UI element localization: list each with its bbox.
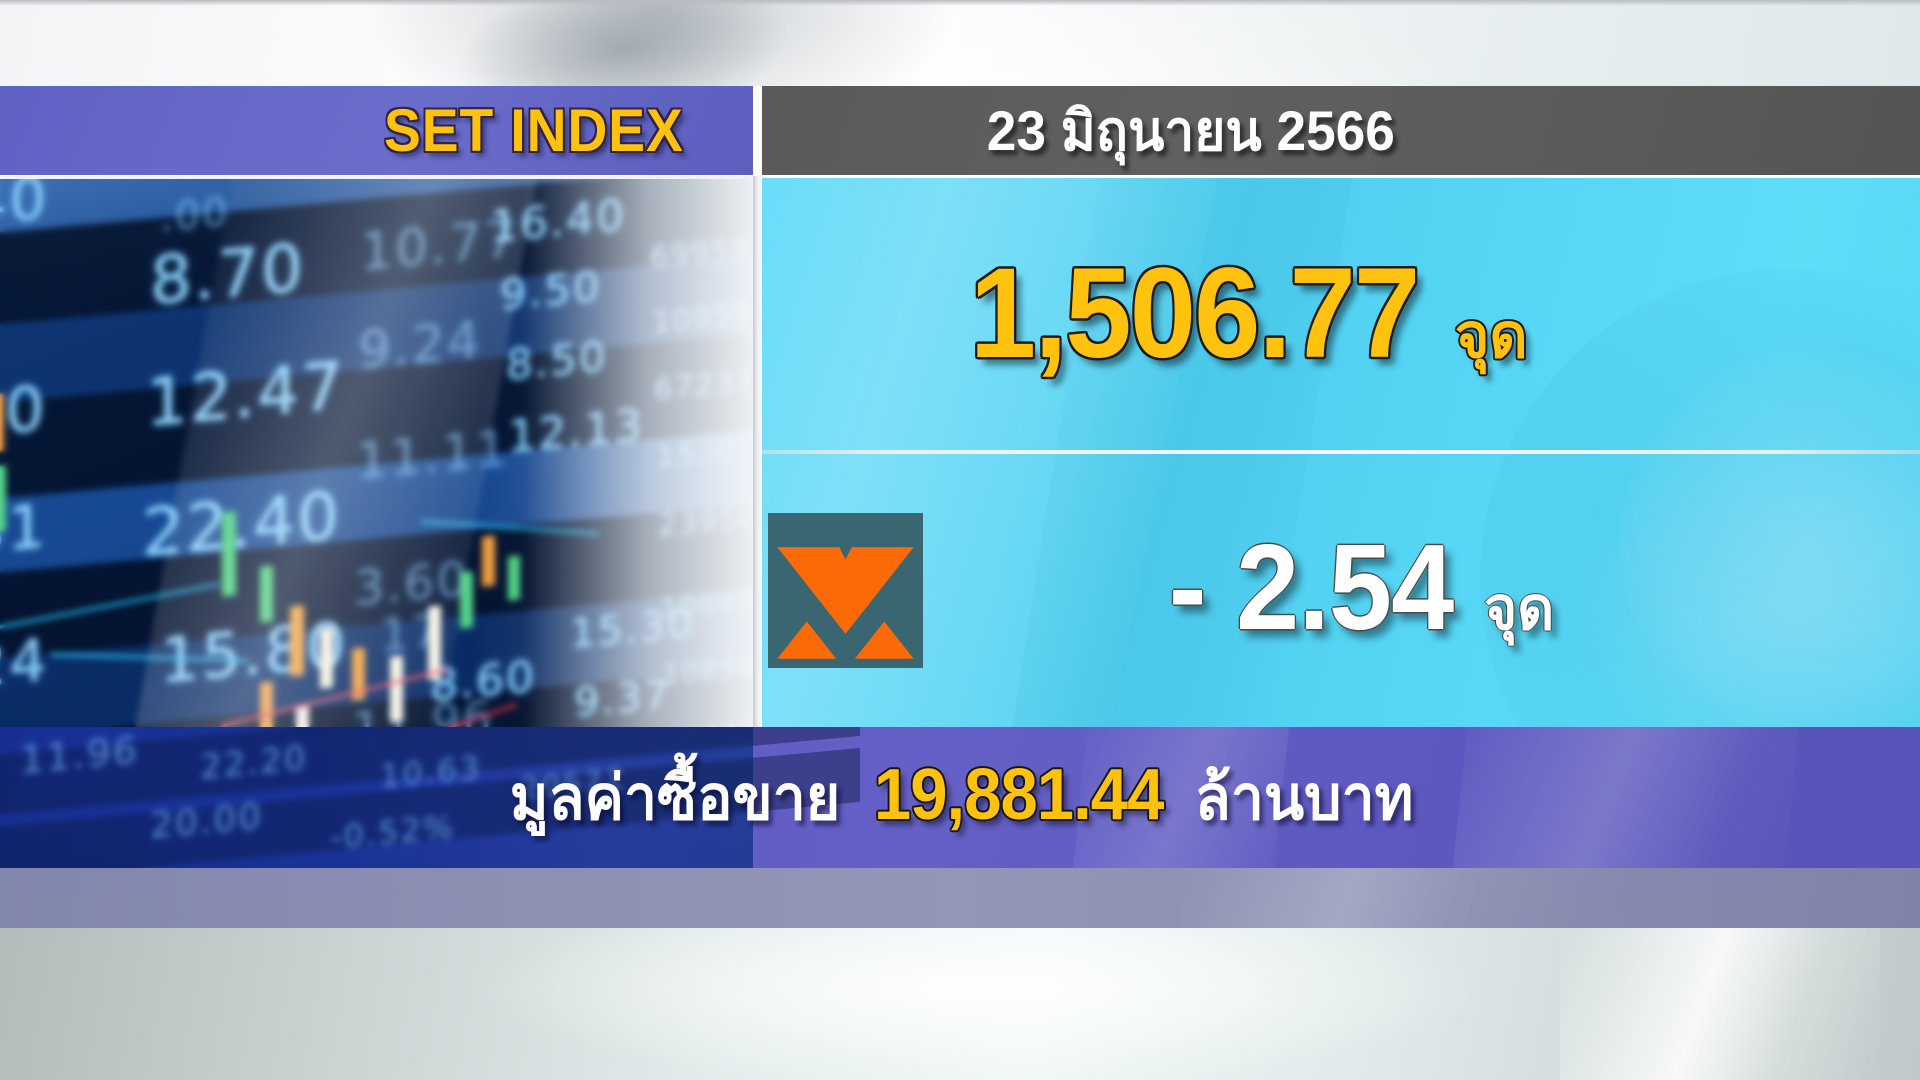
- page-title: SET INDEX: [384, 97, 684, 164]
- background-top-band: [0, 0, 1920, 136]
- index-change-row: - 2.54 จุด: [762, 454, 1920, 727]
- date-label: 23 มิถุนายน 2566: [986, 99, 1396, 162]
- turnover-label: มูลค่าซื้อขาย: [509, 763, 841, 833]
- turnover-unit: ล้านบาท: [1194, 763, 1414, 833]
- stock-board-photo: .40 .60 .81 .24 .73 .00 8.70 12.47 22.40…: [0, 176, 753, 727]
- cyan-panel-left-edge: [753, 176, 762, 727]
- cyan-panel-divider: [762, 450, 1920, 454]
- turnover-bar: 11.96 22.20 10.63 20.00 -0.52% 20573 มูล…: [0, 727, 1920, 868]
- stock-board-photo-inner: .40 .60 .81 .24 .73 .00 8.70 12.47 22.40…: [0, 176, 753, 727]
- date-header-bar: 23 มิถุนายน 2566: [762, 86, 1920, 175]
- turnover-amount: 19,881.44: [874, 754, 1164, 835]
- turnover-text-group: มูลค่าซื้อขาย 19,881.44 ล้านบาท: [501, 749, 1419, 847]
- index-value: 1,506.77: [969, 242, 1419, 385]
- background-bottom-streak: [1560, 928, 1880, 1080]
- background-mid-band-sheen: [1180, 868, 1600, 928]
- background-mid-band: [0, 868, 1920, 928]
- turnover-streak-b: [1444, 727, 1806, 868]
- index-value-row: 1,506.77 จุด: [762, 178, 1920, 450]
- arrow-down-icon: [768, 513, 923, 668]
- turnover-bleed-veil: [0, 727, 753, 868]
- index-value-unit: จุด: [1454, 302, 1528, 371]
- index-change-value: - 2.54: [1168, 518, 1454, 655]
- index-change-text: - 2.54 จุด: [762, 526, 1920, 656]
- set-index-header-bar: SET INDEX: [0, 86, 753, 175]
- index-change-unit: จุด: [1483, 574, 1555, 642]
